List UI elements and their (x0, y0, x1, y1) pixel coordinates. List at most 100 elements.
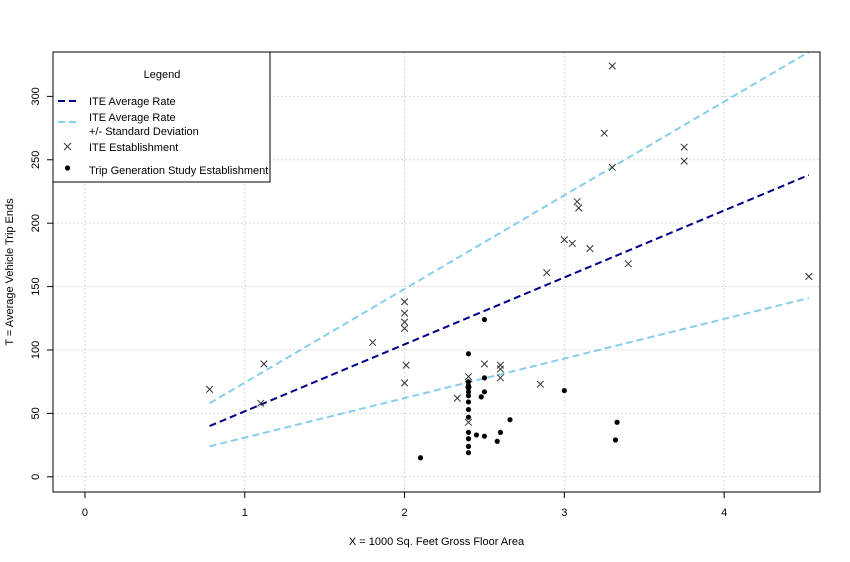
x-marker-stroke (624, 260, 632, 268)
legend-box (52, 51, 271, 183)
x-marker-stroke (453, 394, 461, 402)
study-establishment-point (494, 438, 500, 444)
study-establishment-point (507, 417, 513, 423)
ite-establishment-point (573, 197, 581, 206)
ite-establishment-point (805, 272, 813, 281)
study-establishment-point (465, 393, 472, 399)
ite-establishment-point (205, 385, 214, 393)
x-marker-stroke (496, 374, 505, 382)
x-marker-stroke (586, 244, 594, 253)
study-establishment-point (465, 406, 472, 413)
ite-establishment-point (400, 298, 409, 306)
x-axis-label: X = 1000 Sq. Feet Gross Floor Area (349, 536, 525, 548)
ite-establishment-point (608, 163, 616, 172)
ite-establishment-point (400, 318, 409, 326)
legend-swatch-study-establishment (64, 165, 71, 171)
study-establishment-point (417, 455, 424, 461)
x-marker-stroke (257, 399, 265, 407)
x-marker-stroke (400, 309, 409, 317)
y-tick-label: 200 (30, 214, 42, 232)
y-tick-label: 150 (30, 277, 42, 295)
x-marker-stroke (402, 361, 410, 369)
study-establishment-point (497, 429, 504, 436)
series-line-1 (209, 51, 810, 405)
study-establishment-point (473, 432, 480, 438)
x-marker-stroke (680, 143, 688, 151)
study-establishment-point (561, 387, 567, 394)
x-marker-stroke (575, 204, 583, 212)
x-marker-stroke (608, 62, 616, 70)
legend-title: Legend (144, 69, 181, 81)
ite-establishment-point (400, 309, 409, 317)
ite-establishment-point (260, 360, 268, 368)
x-tick-label: 3 (561, 507, 567, 519)
ite-establishment-point (496, 365, 505, 373)
ite-establishment-point (480, 360, 489, 368)
data-series (205, 51, 813, 461)
x-tick-label: 2 (401, 507, 407, 519)
y-tick-label: 50 (30, 407, 42, 419)
ite-establishment-point (575, 204, 583, 212)
ite-establishment-point (560, 236, 568, 244)
x-marker-stroke (464, 372, 473, 381)
ite-establishment-point (368, 338, 377, 347)
legend: Legend ITE Average Rate ITE Average Rate… (52, 51, 271, 183)
study-establishment-point (465, 399, 472, 405)
x-marker-stroke (560, 236, 568, 244)
y-axis-label: T = Average Vehicle Trip Ends (4, 198, 16, 346)
study-establishment-point (481, 389, 488, 395)
y-tick-label: 250 (30, 151, 42, 169)
x-marker-stroke (260, 360, 268, 368)
series-line-0 (209, 174, 810, 427)
x-marker-stroke (568, 239, 576, 248)
ite-establishment-point (400, 324, 409, 333)
legend-label-average-rate: ITE Average Rate (89, 96, 176, 108)
study-establishment-point (465, 436, 472, 442)
x-marker-stroke (573, 197, 581, 206)
series-line-2 (209, 297, 810, 448)
study-establishment-point (465, 389, 472, 395)
study-establishment-point (481, 433, 488, 439)
study-establishment-point (614, 419, 620, 425)
legend-swatch-ite-establishment (63, 142, 72, 151)
study-establishment-point (478, 394, 484, 400)
ite-establishment-point (600, 129, 608, 137)
x-marker-stroke (400, 324, 409, 333)
study-establishment-point (465, 450, 472, 456)
ite-establishment-point (543, 268, 551, 277)
ite-establishment-point (680, 157, 688, 165)
study-establishment-point (465, 443, 472, 449)
ite-establishment-point (568, 239, 576, 248)
ite-establishment-point (680, 143, 688, 151)
x-marker-stroke (496, 365, 505, 373)
ite-establishment-point (608, 62, 616, 70)
study-establishment-point (465, 414, 472, 420)
study-establishment-point (481, 316, 488, 323)
x-marker-stroke (536, 380, 545, 388)
y-tick-label: 300 (30, 87, 42, 105)
x-marker-stroke (400, 298, 409, 306)
y-tick-label: 100 (30, 341, 42, 359)
ite-establishment-point (624, 260, 632, 268)
legend-label-ite-establishment: ITE Establishment (89, 142, 178, 154)
x-marker-stroke (805, 272, 813, 281)
x-marker-stroke (464, 418, 473, 426)
study-establishment-point (465, 351, 472, 357)
x-marker-stroke (543, 268, 551, 277)
x-marker-stroke (368, 338, 377, 347)
x-tick-label: 4 (721, 507, 727, 519)
legend-label-std-dev-line1: ITE Average Rate (89, 112, 176, 124)
x-tick-label: 0 (82, 507, 88, 519)
ite-establishment-point (586, 244, 594, 253)
x-marker-stroke (480, 360, 489, 368)
x-marker-stroke (400, 379, 409, 387)
study-establishment-point (465, 385, 472, 391)
legend-label-study-establishment: Trip Generation Study Establishment (89, 165, 268, 177)
x-marker-stroke (680, 157, 688, 165)
x-marker-stroke (600, 129, 608, 137)
ite-establishment-point (536, 380, 545, 388)
ite-establishment-point (464, 418, 473, 426)
ite-establishment-point (496, 374, 505, 382)
study-establishment-point (465, 379, 472, 385)
